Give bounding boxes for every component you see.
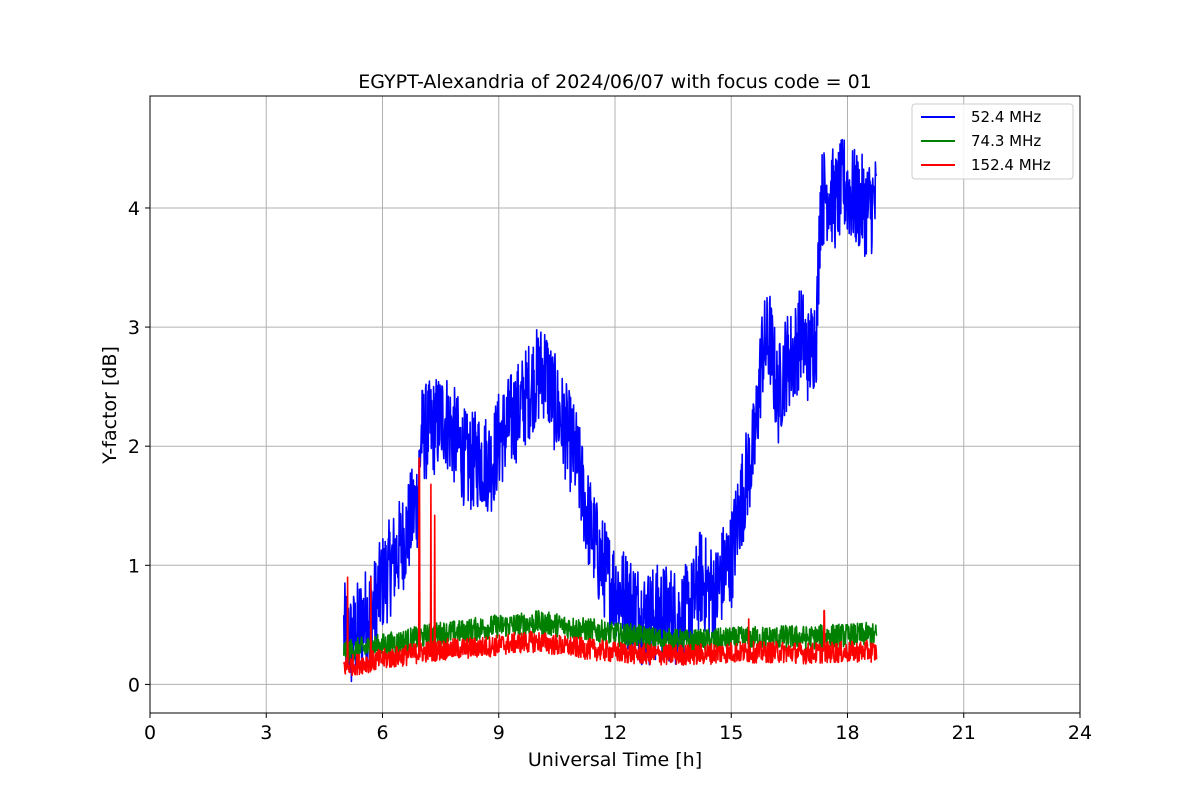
plot-area [343,138,878,683]
chart-title: EGYPT-Alexandria of 2024/06/07 with focu… [358,71,872,93]
legend-box [911,103,1074,180]
x-tick-label: 15 [719,722,743,744]
y-tick-label: 1 [128,555,140,577]
x-tick-label: 0 [144,722,156,744]
y-tick-label: 0 [128,674,140,696]
y-tick-label: 3 [128,317,140,339]
legend-label: 52.4 MHz [971,108,1041,126]
x-axis-label: Universal Time [h] [528,749,702,771]
series-line [343,457,878,677]
y-axis-label: Y-factor [dB] [99,346,121,465]
x-tick-label: 18 [835,722,859,744]
legend-label: 152.4 MHz [971,156,1051,174]
x-tick-label: 9 [493,722,505,744]
x-tick-label: 3 [260,722,272,744]
y-tick-label: 4 [128,198,140,220]
x-tick-label: 6 [376,722,388,744]
legend: 52.4 MHz 74.3 MHz 152.4 MHz [911,103,1074,180]
x-tick-label: 24 [1068,722,1092,744]
legend-label: 74.3 MHz [971,132,1041,150]
y-tick-label: 2 [128,436,140,458]
x-tick-label: 12 [603,722,627,744]
x-tick-label: 21 [952,722,976,744]
